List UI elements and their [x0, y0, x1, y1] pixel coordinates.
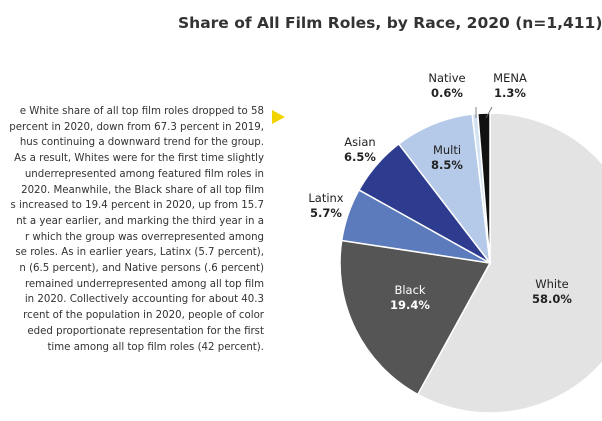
arrow-icon [272, 110, 285, 124]
body-line: 2020. Meanwhile, the Black share of all … [21, 184, 264, 196]
body-line: time among all top film roles (42 percen… [47, 341, 264, 353]
slice-value-white: 58.0% [532, 292, 572, 306]
slice-label-asian: Asian [344, 135, 375, 149]
leader-line-mena [485, 106, 493, 119]
body-line: As a result, Whites were for the first t… [14, 153, 264, 165]
body-line: nt a year earlier, and marking the third… [16, 215, 264, 227]
body-line: rcent of the population in 2020, people … [23, 310, 264, 322]
slice-value-black: 19.4% [390, 298, 430, 312]
body-line: remained underrepresented among all top … [24, 278, 264, 290]
body-line: underrepresented among featured film rol… [24, 168, 264, 180]
slice-label-white: White [535, 277, 568, 291]
chart-title: Share of All Film Roles, by Race, 2020 (… [178, 14, 602, 32]
body-line: hus continuing a downward trend for the … [19, 137, 264, 149]
body-line: e White share of all top film roles drop… [19, 106, 264, 117]
slice-label-multi: Multi [433, 143, 461, 157]
body-line: n (6.5 percent), and Native persons (.6 … [19, 263, 264, 275]
body-line: eded proportionate representation for th… [27, 325, 264, 337]
slice-value-mena: 1.3% [494, 86, 526, 100]
slice-value-multi: 8.5% [431, 158, 463, 172]
slice-label-latinx: Latinx [308, 191, 343, 205]
body-line: r which the group was overrepresented am… [24, 231, 264, 243]
slice-value-asian: 6.5% [344, 150, 376, 164]
body-paragraph: e White share of all top film roles drop… [0, 104, 264, 355]
slice-label-black: Black [394, 283, 425, 297]
slice-label-native: Native [428, 71, 465, 85]
body-line: in 2020. Collectively accounting for abo… [24, 294, 264, 306]
slice-value-latinx: 5.7% [310, 206, 342, 220]
body-line: s increased to 19.4 percent in 2020, up … [10, 200, 264, 212]
slice-label-mena: MENA [493, 71, 527, 85]
body-line: percent in 2020, down from 67.3 percent … [9, 121, 264, 133]
slice-value-native: 0.6% [431, 86, 463, 100]
body-line: se roles. As in earlier years, Latinx (5… [15, 247, 264, 259]
pie-outline [339, 112, 602, 414]
